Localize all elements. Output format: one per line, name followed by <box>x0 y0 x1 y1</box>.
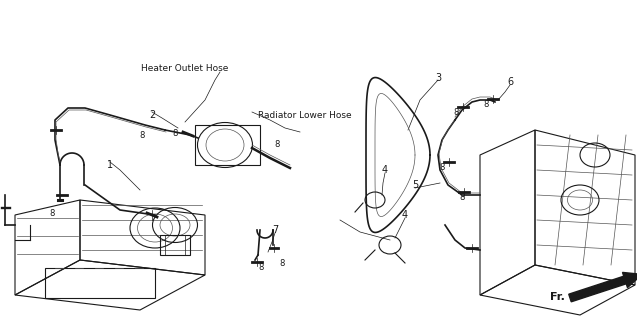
Text: 8: 8 <box>440 163 445 172</box>
Text: 8: 8 <box>275 140 280 148</box>
FancyArrow shape <box>569 272 637 302</box>
Text: 5: 5 <box>412 180 418 190</box>
Text: 8: 8 <box>279 260 285 268</box>
Text: 4: 4 <box>402 210 408 220</box>
Text: 1: 1 <box>107 160 113 170</box>
Text: 2: 2 <box>149 110 155 120</box>
Text: 8: 8 <box>259 262 264 271</box>
Text: 7: 7 <box>272 225 278 235</box>
Bar <box>195 125 260 165</box>
Text: 8: 8 <box>173 129 178 138</box>
Text: 6: 6 <box>507 77 513 87</box>
Text: 3: 3 <box>435 73 441 83</box>
Text: 8: 8 <box>140 131 145 140</box>
Text: Heater Outlet Hose: Heater Outlet Hose <box>141 63 229 73</box>
Text: Radiator Lower Hose: Radiator Lower Hose <box>258 110 352 119</box>
Text: 8: 8 <box>454 108 459 116</box>
Text: 8: 8 <box>459 193 464 202</box>
Text: 8: 8 <box>483 100 489 108</box>
Bar <box>160 235 190 255</box>
Text: 4: 4 <box>382 165 388 175</box>
Text: Fr.: Fr. <box>550 292 564 302</box>
Text: 8: 8 <box>49 209 55 218</box>
Bar <box>45 268 155 298</box>
